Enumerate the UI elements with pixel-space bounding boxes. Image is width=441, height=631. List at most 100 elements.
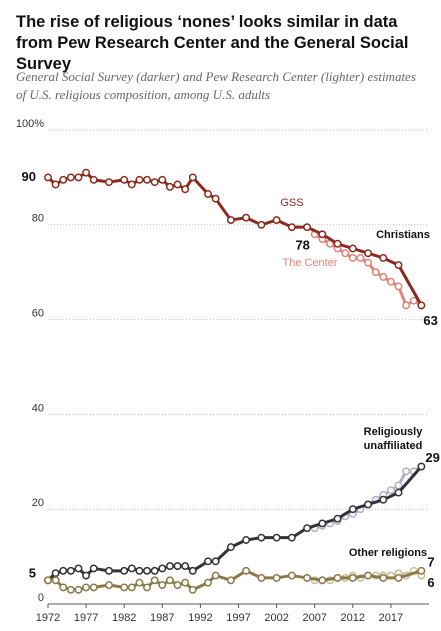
- y-tick-label: 100%: [16, 118, 44, 130]
- series-label: The Center: [282, 257, 337, 269]
- chart-subtitle: General Social Survey (darker) and Pew R…: [16, 69, 416, 102]
- data-point: [105, 178, 113, 187]
- x-tick-label: 1982: [112, 612, 136, 624]
- data-point: [173, 581, 182, 589]
- data-point: [82, 168, 91, 177]
- data-point: [188, 585, 197, 594]
- data-point: [348, 573, 357, 582]
- data-point: [165, 576, 174, 585]
- value-label: 78: [295, 238, 309, 253]
- data-point: [74, 173, 83, 182]
- data-point: [226, 576, 235, 585]
- data-point: [158, 175, 167, 184]
- data-point: [417, 462, 426, 471]
- data-point: [257, 533, 266, 542]
- data-point: [51, 576, 60, 585]
- data-point: [257, 220, 266, 229]
- data-point: [150, 178, 159, 187]
- data-point: [44, 173, 52, 182]
- data-point: [66, 173, 75, 182]
- data-point: [333, 239, 342, 248]
- data-point: [59, 583, 68, 592]
- group-label-box: Religiously unaffiliated: [363, 426, 423, 452]
- data-point: [242, 566, 251, 575]
- data-point: [371, 268, 380, 277]
- data-point: [303, 524, 312, 533]
- data-point: [143, 175, 152, 184]
- data-point: [364, 500, 372, 509]
- group-label: Other religions: [348, 547, 428, 559]
- data-point: [318, 519, 327, 528]
- x-tick-label: 1997: [226, 612, 250, 624]
- y-tick-label: 80: [32, 213, 44, 225]
- data-point: [333, 573, 342, 582]
- data-point: [143, 566, 152, 575]
- data-point: [135, 175, 144, 184]
- data-point: [379, 573, 388, 582]
- x-tick-label: 2017: [379, 612, 403, 624]
- data-point: [348, 244, 357, 253]
- value-label: 29: [425, 450, 439, 465]
- data-point: [120, 175, 129, 184]
- data-point: [181, 185, 190, 194]
- data-point: [158, 581, 167, 589]
- data-point: [272, 216, 281, 225]
- data-point: [127, 564, 136, 573]
- data-point: [66, 566, 75, 575]
- data-point: [394, 573, 403, 582]
- data-point: [318, 230, 327, 239]
- data-point: [242, 536, 251, 544]
- data-point: [59, 175, 68, 184]
- data-point: [287, 533, 296, 542]
- data-point: [173, 180, 182, 189]
- data-point: [379, 495, 388, 504]
- data-point: [417, 301, 426, 310]
- data-point: [181, 578, 190, 587]
- group-label: Religiously unaffiliated: [363, 426, 423, 452]
- data-point: [272, 533, 281, 542]
- group-label-box: Christians: [376, 229, 430, 241]
- data-point: [287, 571, 296, 580]
- data-point: [165, 182, 174, 191]
- data-point: [204, 578, 212, 587]
- data-point: [204, 557, 212, 566]
- data-point: [394, 488, 403, 497]
- x-tick-label: 2007: [302, 612, 326, 624]
- group-label-box: Other religions: [348, 547, 428, 559]
- data-point: [211, 571, 220, 580]
- data-point: [127, 583, 136, 592]
- data-point: [318, 576, 327, 585]
- series-line: [314, 465, 423, 530]
- x-tick-label: 1977: [74, 612, 98, 624]
- data-point: [89, 583, 98, 592]
- data-point: [204, 190, 212, 198]
- data-point: [402, 301, 411, 310]
- data-point: [386, 486, 395, 495]
- data-point: [150, 566, 159, 575]
- group-label: Christians: [376, 229, 430, 241]
- value-label: 5: [29, 566, 36, 581]
- data-point: [242, 213, 251, 222]
- data-point: [44, 576, 52, 585]
- data-point: [82, 583, 91, 592]
- data-point: [89, 175, 98, 184]
- data-point: [211, 557, 220, 566]
- data-point: [105, 566, 113, 575]
- data-point: [158, 564, 167, 573]
- x-tick-label: 1972: [36, 612, 60, 624]
- data-point: [74, 585, 83, 594]
- data-point: [59, 566, 68, 575]
- data-point: [333, 514, 342, 523]
- data-point: [364, 571, 372, 580]
- data-point: [348, 254, 357, 262]
- data-point: [135, 566, 144, 575]
- data-point: [120, 583, 129, 592]
- data-point: [364, 249, 372, 258]
- data-point: [82, 571, 91, 580]
- data-point: [188, 566, 197, 575]
- data-point: [51, 569, 60, 578]
- data-point: [211, 194, 220, 203]
- data-point: [394, 481, 403, 490]
- data-point: [364, 258, 372, 267]
